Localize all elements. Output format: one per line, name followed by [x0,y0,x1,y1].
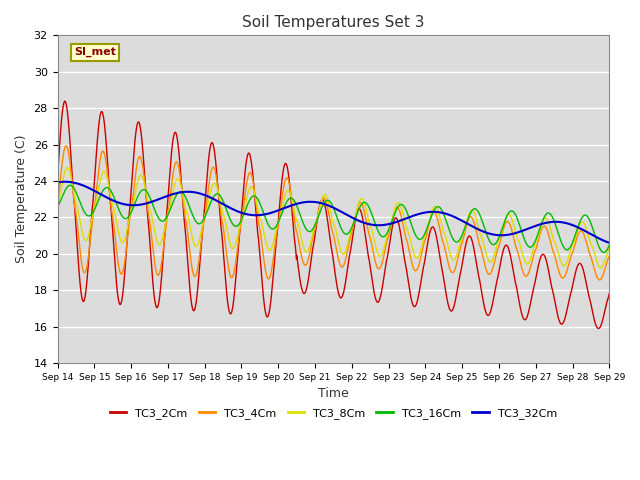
TC3_32Cm [54,180,61,185]
TC3_2Cm [150,286,157,291]
TC3_2Cm [595,325,602,331]
TC3_16Cm [150,204,157,209]
TC3_8Cm [116,237,124,243]
TC3_2Cm [605,290,613,296]
TC3_2Cm [61,98,68,104]
TC3_4Cm [595,276,602,282]
TC3_16Cm [605,242,613,248]
TC3_2Cm [266,309,273,314]
Y-axis label: Soil Temperature (C): Soil Temperature (C) [15,135,28,264]
TC3_8Cm [63,165,71,170]
TC3_4Cm [116,271,124,276]
TC3_4Cm [536,234,543,240]
TC3_16Cm [600,250,607,255]
TC3_32Cm [150,198,157,204]
TC3_8Cm [536,230,543,236]
TC3_8Cm [595,263,602,269]
TC3_16Cm [266,224,273,229]
TC3_32Cm [536,222,543,228]
X-axis label: Time: Time [318,387,349,400]
TC3_32Cm [605,240,613,246]
TC3_32Cm [266,210,273,216]
TC3_4Cm [54,202,61,208]
TC3_32Cm [595,235,602,241]
TC3_4Cm [289,208,297,214]
Line: TC3_32Cm: TC3_32Cm [58,182,609,243]
TC3_16Cm [536,228,543,233]
TC3_4Cm [266,276,273,281]
TC3_8Cm [289,203,297,208]
TC3_16Cm [66,182,74,188]
TC3_8Cm [597,265,605,271]
TC3_32Cm [61,179,69,185]
Line: TC3_4Cm: TC3_4Cm [58,146,609,280]
TC3_4Cm [150,250,157,256]
TC3_32Cm [116,201,124,206]
TC3_16Cm [595,243,602,249]
TC3_8Cm [266,248,273,253]
TC3_32Cm [289,202,297,208]
Line: TC3_16Cm: TC3_16Cm [58,185,609,252]
TC3_8Cm [605,244,613,250]
TC3_16Cm [116,211,124,216]
TC3_4Cm [62,143,70,149]
TC3_2Cm [289,223,297,228]
TC3_8Cm [150,222,157,228]
TC3_4Cm [605,253,613,259]
Text: SI_met: SI_met [74,47,116,57]
TC3_8Cm [54,202,61,207]
TC3_2Cm [54,173,61,179]
Legend: TC3_2Cm, TC3_4Cm, TC3_8Cm, TC3_16Cm, TC3_32Cm: TC3_2Cm, TC3_4Cm, TC3_8Cm, TC3_16Cm, TC3… [106,403,561,423]
TC3_2Cm [116,301,124,307]
TC3_16Cm [289,196,297,202]
TC3_4Cm [596,277,604,283]
TC3_16Cm [54,204,61,210]
TC3_2Cm [536,259,543,265]
Line: TC3_2Cm: TC3_2Cm [58,101,609,328]
TC3_2Cm [595,325,603,331]
Line: TC3_8Cm: TC3_8Cm [58,168,609,268]
Title: Soil Temperatures Set 3: Soil Temperatures Set 3 [242,15,425,30]
